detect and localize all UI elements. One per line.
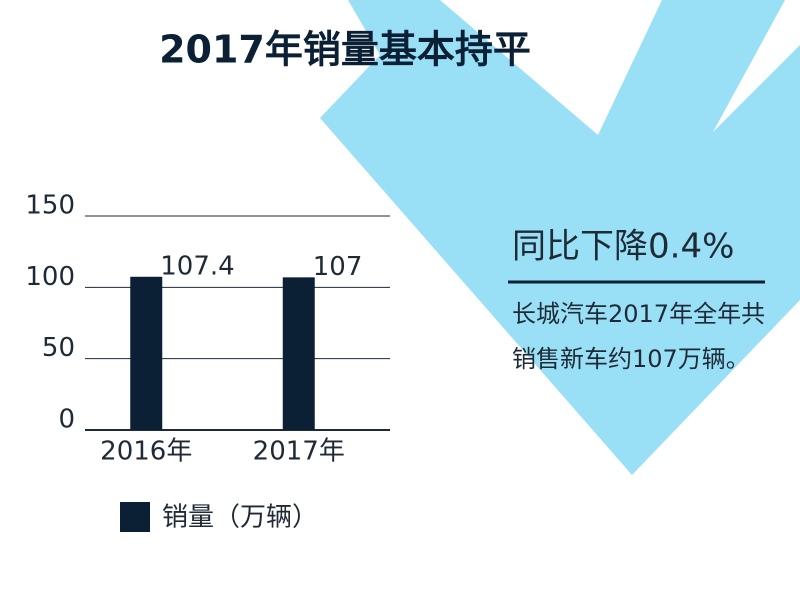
legend-label: 销量（万辆） [162,503,318,533]
chart-title: 2017年销量基本持平 [159,28,531,72]
x-tick-label: 2017年 [253,437,345,467]
arrow-decoration [320,0,800,475]
annotation: 同比下降0.4% [512,227,734,267]
bar [282,277,315,430]
y-tick-label: 150 [25,191,75,221]
value-label: 107 [313,252,363,282]
description: 长城汽车2017年全年共销售新车约107万辆。 [512,300,766,373]
y-tick-label: 50 [42,333,75,363]
y-tick-label: 0 [58,405,75,435]
value-label: 107.4 [160,251,234,281]
legend-swatch [120,502,150,532]
bar [130,276,163,430]
x-tick-label: 2016年 [100,437,192,467]
y-tick-label: 100 [25,262,75,292]
